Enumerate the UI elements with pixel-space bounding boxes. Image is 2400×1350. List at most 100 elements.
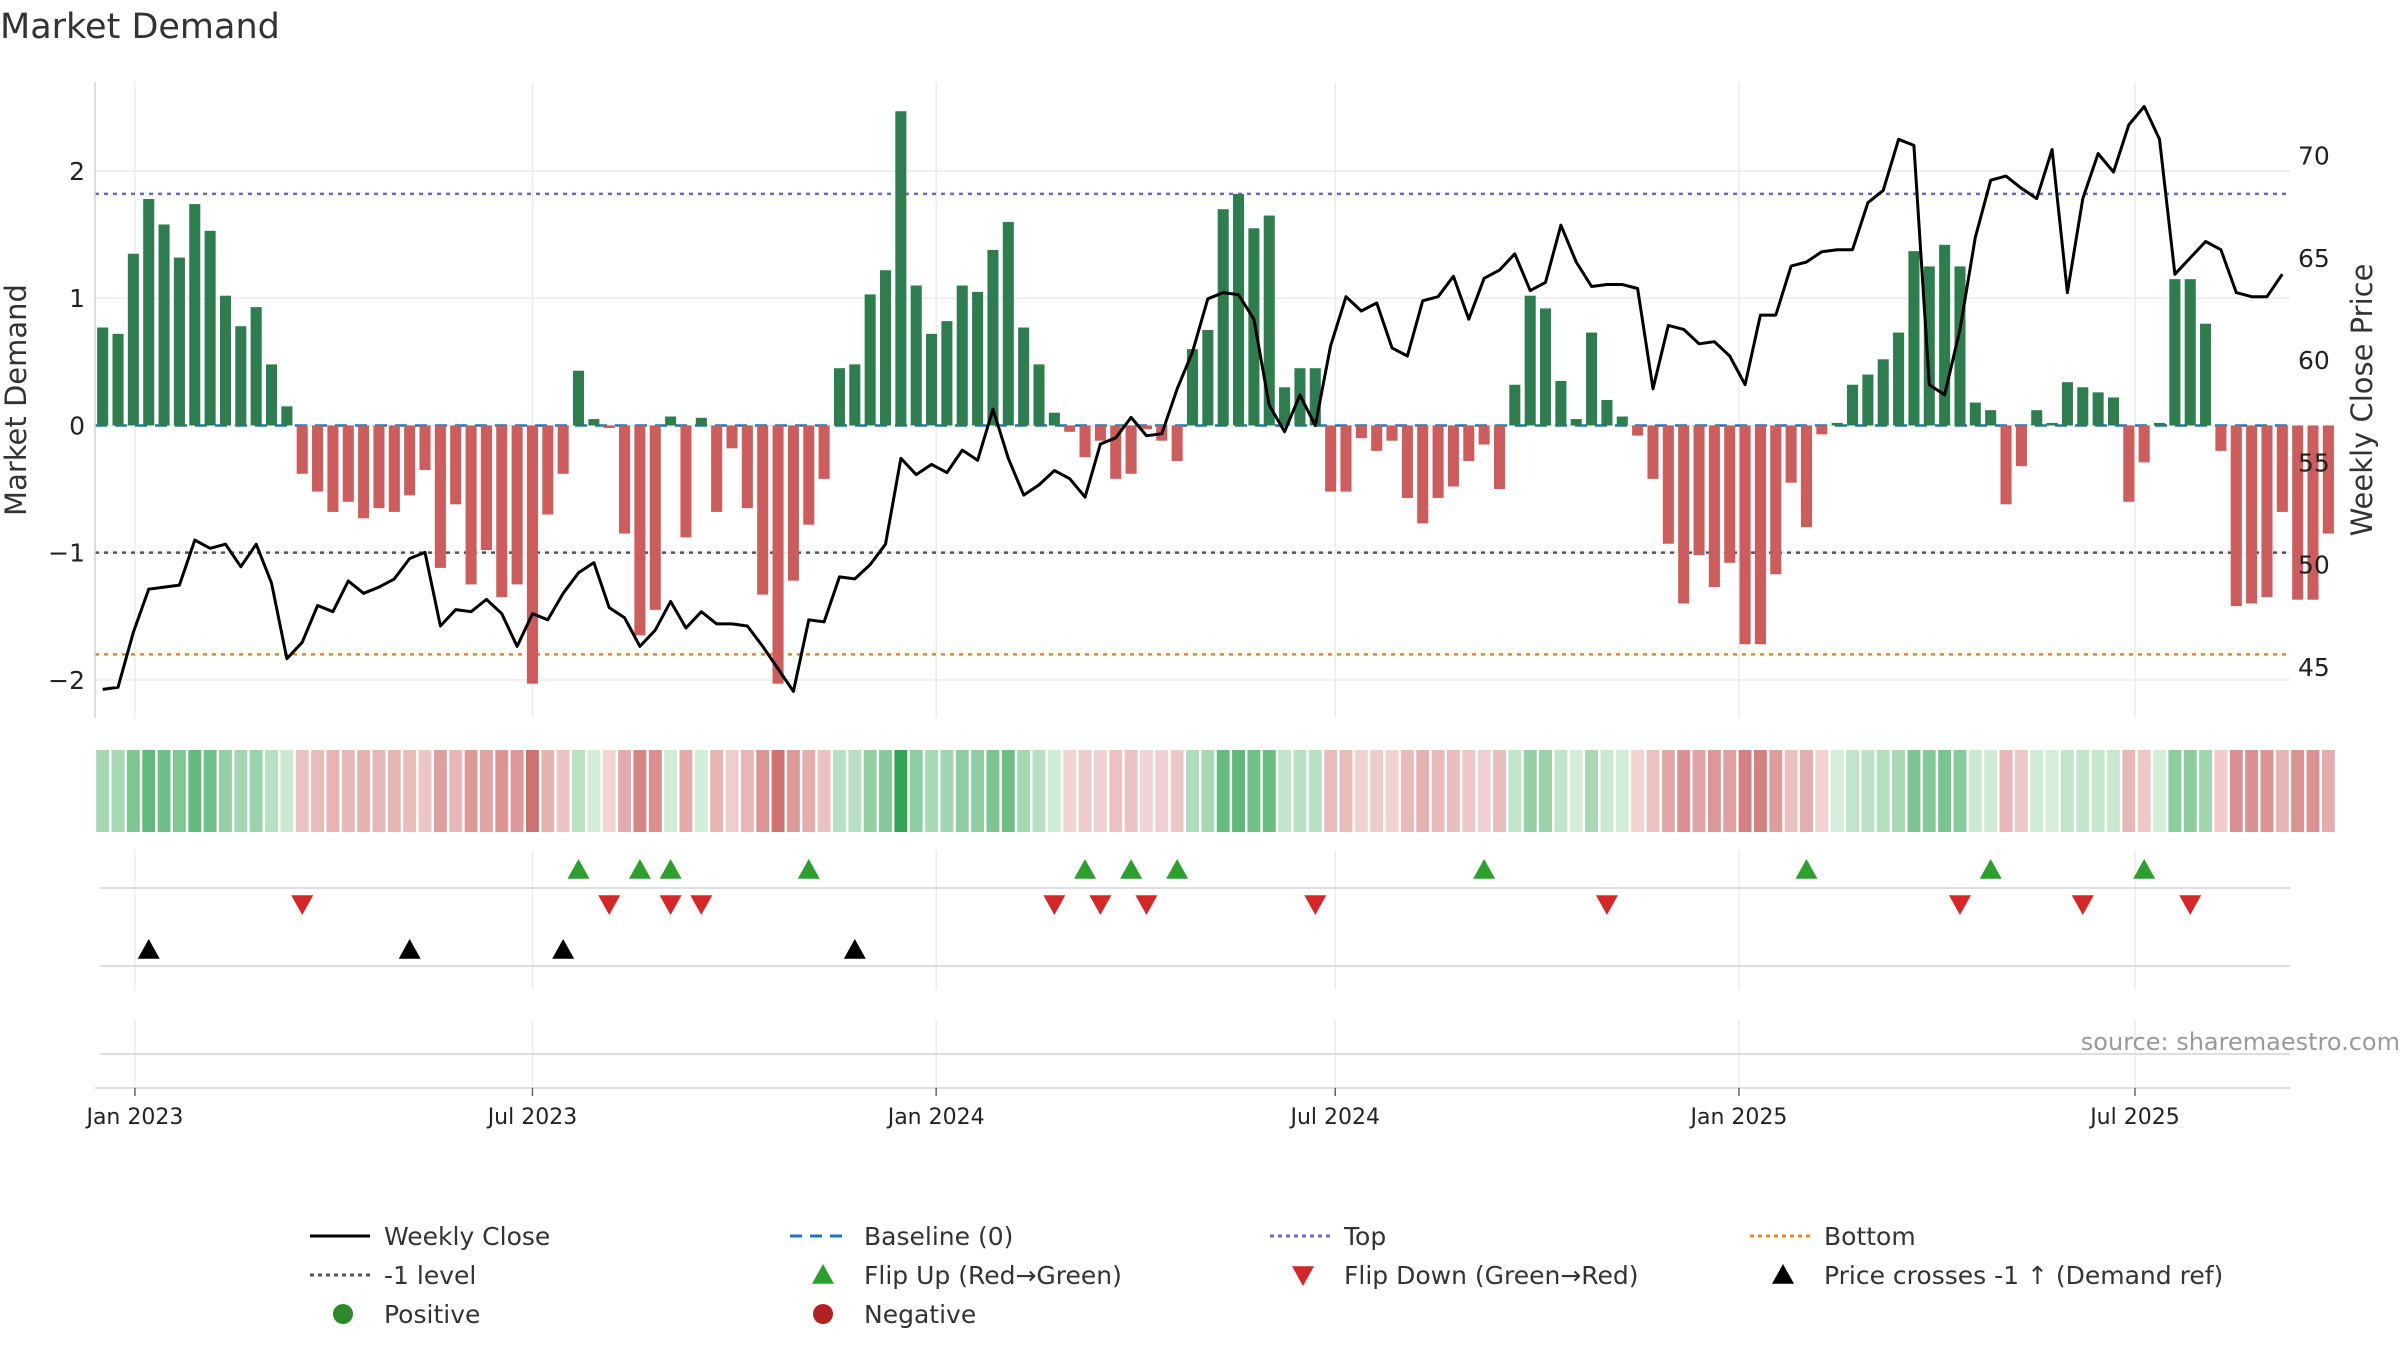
heat-cell <box>1631 750 1645 832</box>
flip-up-marker <box>1473 859 1496 879</box>
demand-bar <box>173 257 185 426</box>
demand-bar <box>1908 251 1920 426</box>
heat-cell <box>2183 750 2197 832</box>
heat-cell <box>1784 750 1798 832</box>
demand-bar <box>1923 266 1935 426</box>
demand-bar <box>1800 425 1813 528</box>
heat-cell <box>1339 750 1353 832</box>
legend-swatch <box>813 1304 833 1324</box>
y2-tick-label: 60 <box>2298 346 2330 375</box>
demand-bar <box>2276 425 2288 512</box>
legend-label: Price crosses -1 ↑ (Demand ref) <box>1824 1261 2223 1290</box>
heat-cell <box>1815 750 1829 832</box>
demand-bar <box>1893 332 1905 426</box>
x-tick-label: Jan 2023 <box>84 1105 183 1130</box>
heat-cell <box>1170 750 1184 832</box>
heat-cell <box>2014 750 2028 832</box>
flip-down-marker <box>690 895 713 915</box>
demand-bar <box>910 285 922 426</box>
heat-cell <box>2030 750 2044 832</box>
flip-up-marker <box>1074 859 1097 879</box>
legend-label: Positive <box>384 1300 480 1329</box>
demand-bar <box>1079 425 1091 458</box>
heat-cell <box>295 750 309 832</box>
demand-bar <box>1632 425 1644 436</box>
demand-bar <box>895 111 907 426</box>
x-tick-label: Jan 2025 <box>1688 1105 1787 1130</box>
demand-bar <box>296 425 308 474</box>
y2-axis-label: Weekly Close Price <box>2345 264 2379 537</box>
gridlines <box>95 82 2290 1088</box>
heat-cell <box>265 750 278 832</box>
legend-swatch <box>1772 1264 1794 1284</box>
demand-bar <box>1616 416 1628 426</box>
demand-bar <box>1478 425 1490 445</box>
demand-bar <box>726 425 738 449</box>
demand-bar <box>818 425 830 479</box>
heat-cell <box>1462 750 1476 832</box>
demand-bar <box>312 425 324 492</box>
legend-item: Weekly Close <box>310 1222 550 1251</box>
flip-up-marker <box>1795 859 1818 879</box>
heat-cell <box>2107 750 2120 832</box>
demand-bar <box>1401 425 1413 498</box>
heat-cell <box>587 750 601 832</box>
demand-bar <box>849 364 861 426</box>
demand-bar <box>2292 425 2304 600</box>
demand-bar <box>1662 425 1674 544</box>
x-tick-label: Jul 2025 <box>2088 1105 2180 1130</box>
demand-bar <box>1202 330 1214 426</box>
flip-down-marker <box>1043 895 1066 915</box>
demand-bar <box>465 425 477 585</box>
chart-title: Market Demand <box>0 7 280 47</box>
heat-cell <box>1907 750 1921 832</box>
demand-bar <box>1417 425 1429 524</box>
heat-cell <box>1646 750 1660 832</box>
heat-cell <box>1093 750 1107 832</box>
legend-swatch <box>333 1304 353 1324</box>
demand-bar <box>2261 425 2273 598</box>
heat-cell <box>1124 750 1138 832</box>
heat-cell <box>526 750 539 832</box>
legend-item: Price crosses -1 ↑ (Demand ref) <box>1772 1261 2223 1290</box>
heat-cell <box>357 750 371 832</box>
demand-bar <box>235 326 247 426</box>
demand-bar <box>741 425 753 509</box>
demand-bar <box>1002 221 1014 426</box>
heat-cell <box>449 750 463 832</box>
legend-item: Negative <box>813 1300 976 1329</box>
legend-swatch <box>1292 1266 1314 1286</box>
heat-cell <box>1554 750 1568 832</box>
heat-cell <box>403 750 417 832</box>
demand-bar <box>1171 425 1183 462</box>
legend-item: Bottom <box>1750 1222 1916 1251</box>
heat-cell <box>2199 750 2213 832</box>
demand-bar <box>619 425 631 534</box>
demand-bar <box>112 333 124 426</box>
demand-bar <box>526 425 538 684</box>
heat-cell <box>479 750 493 832</box>
demand-bar <box>680 425 692 538</box>
legend-label: Weekly Close <box>384 1222 550 1251</box>
heat-cell <box>1600 750 1614 832</box>
axes: −2 −1 0 1 2 45 50 55 60 65 70 <box>48 82 2330 718</box>
demand-bar <box>1355 425 1367 439</box>
demand-bar <box>1708 425 1720 587</box>
demand-bar <box>634 425 646 636</box>
heat-cell <box>1385 750 1399 832</box>
demand-heat-strip <box>96 750 2335 832</box>
legend-item: Top <box>1270 1222 1386 1251</box>
demand-bar <box>1770 425 1782 575</box>
demand-bar <box>419 425 431 470</box>
demand-bar <box>358 425 370 519</box>
flip-down-marker <box>1948 895 1971 915</box>
flip-down-marker <box>659 895 682 915</box>
demand-bar <box>1586 332 1598 426</box>
demand-bar <box>496 425 508 598</box>
demand-bar <box>1279 387 1291 426</box>
demand-bar <box>956 285 968 426</box>
heat-cell <box>1723 750 1737 832</box>
heat-cell <box>955 750 969 832</box>
y2-tick-label: 70 <box>2298 142 2330 171</box>
heat-cell <box>495 750 509 832</box>
